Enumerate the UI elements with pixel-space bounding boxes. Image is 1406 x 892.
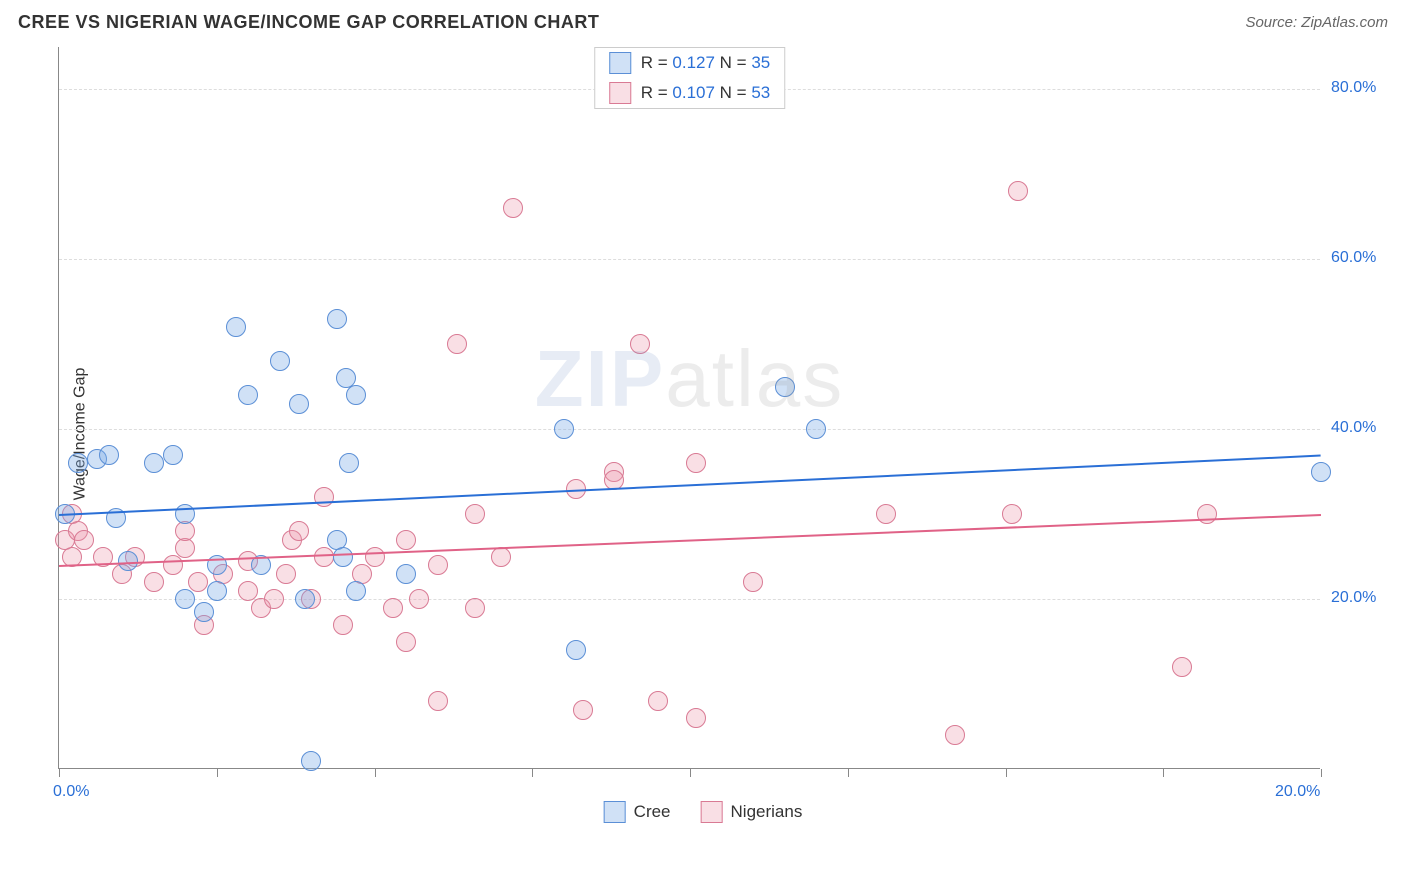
point-nigerians [238, 581, 258, 601]
point-nigerians [945, 725, 965, 745]
chart-title: CREE VS NIGERIAN WAGE/INCOME GAP CORRELA… [18, 12, 599, 33]
legend-stats: R = 0.127 N = 35 R = 0.107 N = 53 [594, 47, 786, 109]
point-cree [226, 317, 246, 337]
point-cree [346, 385, 366, 405]
grid-line [59, 259, 1320, 260]
point-nigerians [383, 598, 403, 618]
point-nigerians [630, 334, 650, 354]
point-nigerians [264, 589, 284, 609]
point-nigerians [573, 700, 593, 720]
plot-area: ZIPatlas R = 0.127 N = 35 R = 0.107 N = 5… [58, 47, 1320, 769]
point-cree [566, 640, 586, 660]
point-nigerians [365, 547, 385, 567]
point-nigerians [465, 504, 485, 524]
point-cree [99, 445, 119, 465]
point-nigerians [876, 504, 896, 524]
point-cree [175, 589, 195, 609]
legend-swatch [609, 82, 631, 104]
y-tick-label: 40.0% [1331, 419, 1376, 437]
point-nigerians [1172, 657, 1192, 677]
x-tick-mark [59, 769, 60, 777]
point-nigerians [1197, 504, 1217, 524]
point-nigerians [1008, 181, 1028, 201]
point-cree [163, 445, 183, 465]
legend-swatch [701, 801, 723, 823]
point-cree [806, 419, 826, 439]
source-label: Source: ZipAtlas.com [1245, 14, 1388, 31]
point-cree [238, 385, 258, 405]
watermark: ZIPatlas [535, 333, 844, 425]
legend-swatch [604, 801, 626, 823]
y-tick-label: 20.0% [1331, 589, 1376, 607]
legend-label: Nigerians [731, 802, 803, 822]
grid-line [59, 429, 1320, 430]
x-tick-mark [1163, 769, 1164, 777]
point-cree [144, 453, 164, 473]
point-cree [346, 581, 366, 601]
point-cree [333, 547, 353, 567]
point-cree [289, 394, 309, 414]
point-nigerians [144, 572, 164, 592]
point-nigerians [447, 334, 467, 354]
point-cree [194, 602, 214, 622]
point-nigerians [396, 530, 416, 550]
point-cree [1311, 462, 1331, 482]
point-nigerians [686, 708, 706, 728]
point-cree [68, 453, 88, 473]
point-nigerians [396, 632, 416, 652]
legend-swatch [609, 52, 631, 74]
point-nigerians [314, 547, 334, 567]
x-tick-label: 20.0% [1275, 783, 1320, 801]
x-tick-mark [690, 769, 691, 777]
legend-stats-text: R = 0.127 N = 35 [641, 53, 771, 73]
point-cree [301, 751, 321, 771]
x-tick-mark [1321, 769, 1322, 777]
x-tick-label: 0.0% [53, 783, 89, 801]
point-nigerians [743, 572, 763, 592]
point-cree [295, 589, 315, 609]
point-nigerians [503, 198, 523, 218]
x-tick-mark [375, 769, 376, 777]
point-cree [775, 377, 795, 397]
x-tick-mark [217, 769, 218, 777]
point-nigerians [409, 589, 429, 609]
point-cree [270, 351, 290, 371]
point-cree [327, 309, 347, 329]
point-cree [554, 419, 574, 439]
point-cree [396, 564, 416, 584]
legend-item: Nigerians [701, 801, 803, 823]
legend-stats-text: R = 0.107 N = 53 [641, 83, 771, 103]
regression-line-nigerians [59, 514, 1321, 567]
x-tick-mark [532, 769, 533, 777]
point-nigerians [163, 555, 183, 575]
y-tick-label: 60.0% [1331, 249, 1376, 267]
x-tick-mark [848, 769, 849, 777]
point-nigerians [428, 691, 448, 711]
y-tick-label: 80.0% [1331, 79, 1376, 97]
x-tick-mark [1006, 769, 1007, 777]
watermark-light: atlas [665, 334, 844, 423]
legend-stats-row: R = 0.127 N = 35 [595, 48, 785, 78]
point-nigerians [491, 547, 511, 567]
point-nigerians [188, 572, 208, 592]
chart-container: Wage/Income Gap ZIPatlas R = 0.127 N = 3… [18, 39, 1388, 829]
point-nigerians [465, 598, 485, 618]
point-nigerians [289, 521, 309, 541]
legend-series: Cree Nigerians [604, 801, 803, 823]
point-nigerians [333, 615, 353, 635]
point-cree [207, 581, 227, 601]
point-nigerians [74, 530, 94, 550]
point-nigerians [276, 564, 296, 584]
legend-stats-row: R = 0.107 N = 53 [595, 78, 785, 108]
point-nigerians [314, 487, 334, 507]
point-cree [339, 453, 359, 473]
point-nigerians [686, 453, 706, 473]
point-nigerians [648, 691, 668, 711]
point-nigerians [428, 555, 448, 575]
legend-item: Cree [604, 801, 671, 823]
legend-label: Cree [634, 802, 671, 822]
point-nigerians [1002, 504, 1022, 524]
